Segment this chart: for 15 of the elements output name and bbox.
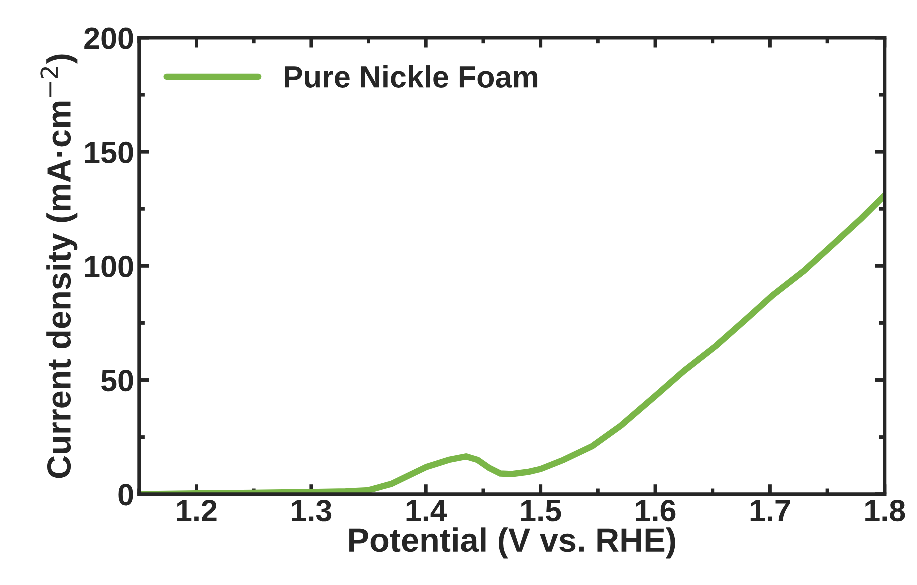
y-tick-label: 0 [118, 484, 134, 506]
x-tick-label: 1.4 [406, 500, 448, 522]
y-axis-title: Current density (mA·cm$^{−2}$) [40, 54, 78, 478]
x-tick-label: 1.7 [750, 500, 790, 522]
y-tick-label: 50 [101, 370, 134, 392]
x-axis-title: Potential (V vs. RHE) [350, 528, 676, 559]
x-tick-label: 1.2 [177, 500, 217, 522]
y-tick-label: 200 [84, 28, 134, 50]
x-tick-label: 1.3 [292, 500, 332, 522]
x-tick-label: 1.5 [522, 500, 562, 522]
y-tick-label: 100 [85, 256, 134, 278]
legend-label: Pure Nickle Foam [285, 66, 538, 88]
y-tick-label: 150 [85, 142, 134, 164]
x-tick-label: 1.8 [866, 500, 906, 522]
x-tick-label: 1.6 [636, 500, 676, 522]
